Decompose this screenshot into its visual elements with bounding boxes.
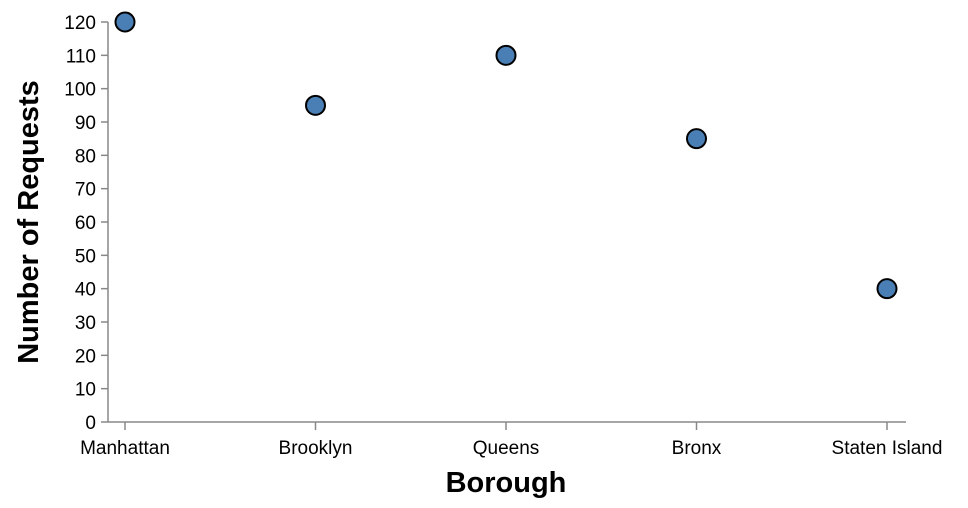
y-axis-title: Number of Requests	[13, 80, 45, 364]
data-point	[495, 44, 517, 66]
y-tick-label: 20	[75, 346, 96, 367]
y-tick-label: 10	[75, 380, 96, 401]
y-tick-label: 110	[66, 46, 96, 67]
y-tick-label: 0	[85, 413, 96, 434]
x-tick-label: Bronx	[672, 438, 722, 459]
y-tick-label: 30	[75, 313, 96, 334]
data-point	[114, 11, 136, 33]
y-tick-label: 100	[64, 80, 96, 101]
data-point	[686, 128, 707, 150]
data-points	[114, 11, 898, 300]
y-tick-label: 80	[75, 146, 96, 167]
y-tick-label: 60	[75, 213, 96, 234]
x-axis: Manhattan Brooklyn Queens Bronx Staten Islan…	[80, 421, 943, 459]
y-tick-label: 50	[75, 246, 96, 267]
y-tick-label: 120	[64, 13, 96, 34]
data-point	[305, 94, 326, 116]
y-tick-label: 90	[75, 113, 96, 134]
y-axis: 0 10 20 30 40 50 60 70 80 90 100 110 120	[64, 13, 109, 434]
x-tick-label: Staten Island	[832, 438, 943, 459]
y-tick-label: 40	[75, 280, 96, 301]
x-tick-label: Manhattan	[80, 438, 170, 459]
y-tick-label: 70	[75, 180, 96, 201]
data-point	[876, 278, 898, 300]
x-axis-title: Borough	[446, 467, 567, 499]
x-tick-label: Brooklyn	[279, 438, 353, 459]
x-tick-label: Queens	[473, 438, 540, 459]
